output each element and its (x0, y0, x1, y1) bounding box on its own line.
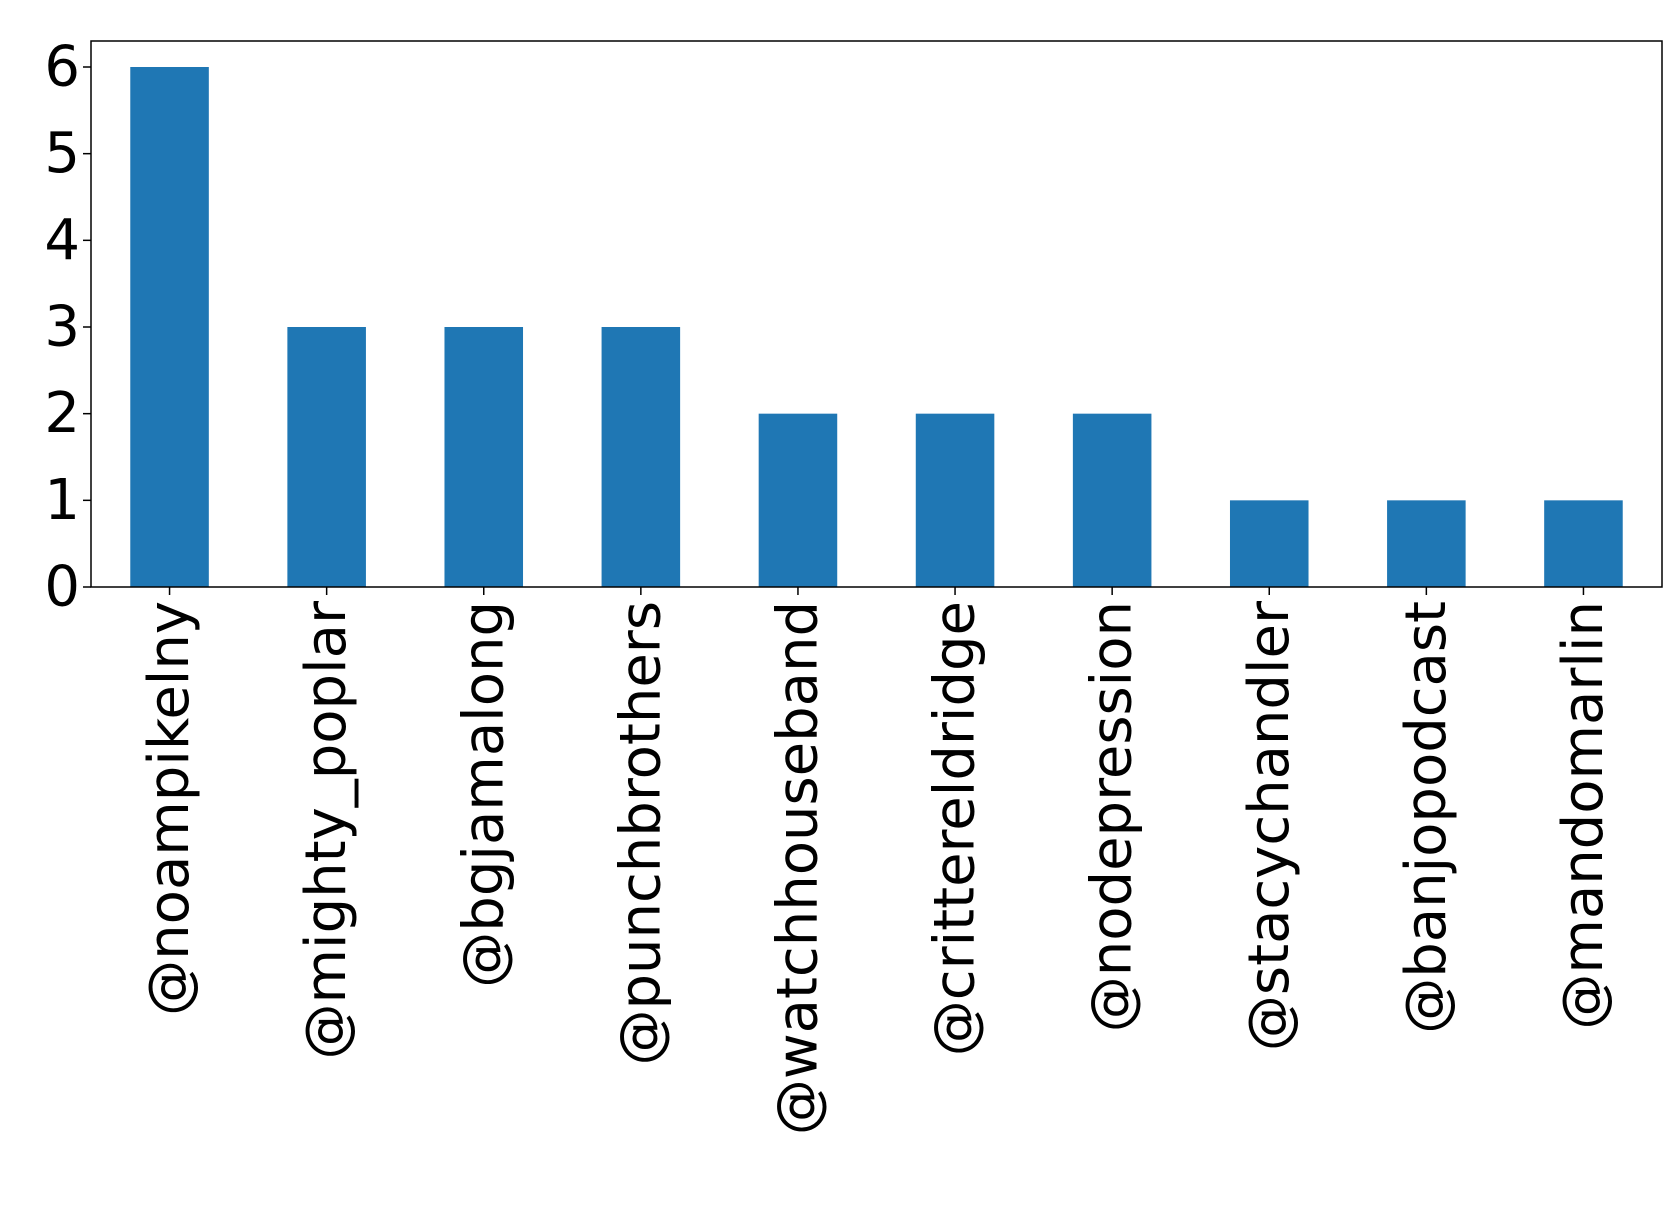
x-tick-label: @punchbrothers (608, 601, 673, 1066)
plot-frame (90, 40, 1663, 588)
bar-crittereldridge (915, 413, 995, 587)
y-tick-label: 1 (44, 468, 80, 533)
y-tick-label: 5 (44, 121, 80, 186)
x-tick-label: @stacychandler (1237, 600, 1302, 1051)
bar-mightypoplar (287, 327, 366, 587)
x-tick-label: @watchhouseband (765, 601, 830, 1135)
y-tick-label: 0 (44, 555, 80, 620)
x-tick-label: @nodepression (1080, 601, 1145, 1032)
x-tick-label: @crittereldridge (923, 601, 988, 1056)
bar-punchbrothers (601, 327, 681, 587)
y-tick-label: 2 (44, 381, 80, 446)
bars-group (130, 67, 1623, 587)
y-tick-label: 4 (44, 208, 80, 273)
bar-mandomarlin (1544, 500, 1623, 587)
bar-noampikelny (130, 67, 209, 587)
x-tick-label: @mighty_poplar (294, 600, 359, 1059)
bar-nodepression (1072, 413, 1152, 587)
x-axis-ticks: @noampikelny @mighty_poplar @bgjamalong @pu… (137, 587, 1616, 1135)
x-tick-label: @noampikelny (137, 601, 202, 1016)
y-tick-label: 3 (44, 295, 80, 360)
x-tick-label: @mandomarlin (1551, 601, 1616, 1030)
bar-watchhouseband (758, 413, 838, 587)
y-tick-label: 6 (44, 35, 80, 100)
x-tick-label: @bgjamalong (451, 601, 516, 988)
bar-stacychandler (1229, 500, 1309, 587)
bar-bgjamalong (444, 327, 524, 587)
y-axis-ticks: 0 1 2 3 4 5 6 (44, 35, 91, 620)
x-tick-label: @banjopodcast (1394, 601, 1459, 1034)
bar-banjopodcast (1387, 500, 1466, 587)
